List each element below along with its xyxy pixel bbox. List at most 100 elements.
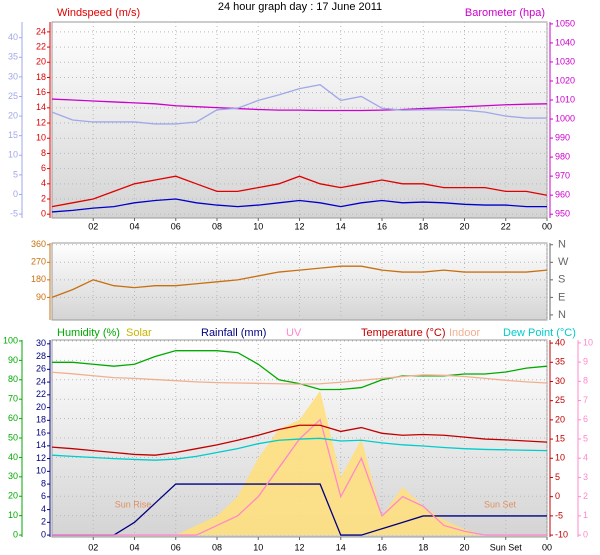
y-tick-label: 80 <box>8 374 18 384</box>
y-tick-label: 20 <box>555 414 565 424</box>
y-tick-label: 1040 <box>555 37 575 47</box>
x-tick-label: 02 <box>88 221 98 231</box>
y-tick-label: 2 <box>41 193 46 203</box>
y-tick-label: 1020 <box>555 75 575 85</box>
y-tick-label: 10 <box>555 453 565 463</box>
y-tick-label: 10 <box>36 133 46 143</box>
y-tick-label: 970 <box>555 171 570 181</box>
annotation: Sun Rise <box>115 499 152 509</box>
legend-label: Windspeed (m/s) <box>57 7 140 19</box>
y-tick-label: 0 <box>41 529 46 539</box>
y-tick-label: 12 <box>36 117 46 127</box>
y-tick-label: 0 <box>13 189 18 199</box>
x-tick-label: 06 <box>171 221 181 231</box>
y-tick-label: 5 <box>13 169 18 179</box>
y-tick-label: 30 <box>36 338 46 348</box>
y-tick-label: 0 <box>41 209 46 219</box>
y-tick-label: 10 <box>8 510 18 520</box>
y-tick-label: 990 <box>555 132 570 142</box>
y-tick-label: 4 <box>583 453 588 463</box>
x-tick-label: 16 <box>377 542 387 552</box>
y-tick-label: -5 <box>555 510 563 520</box>
line <box>51 198 547 213</box>
y-tick-label: -10 <box>555 529 568 539</box>
line <box>51 175 548 208</box>
y-tick-label: 14 <box>36 440 46 450</box>
y-tick-label: 14 <box>36 102 46 112</box>
y-tick-label: 6 <box>583 414 588 424</box>
y-tick-label: 0 <box>13 529 18 539</box>
legend-label: Barometer (hpa) <box>465 7 545 19</box>
y-tick-label: 0 <box>555 491 560 501</box>
y-tick-label: 35 <box>8 52 18 62</box>
y-tick-label: 70 <box>8 394 18 404</box>
line <box>51 84 547 125</box>
y-tick-label: 8 <box>41 148 46 158</box>
x-tick-label: 06 <box>171 542 181 552</box>
y-tick-label: 24 <box>36 376 46 386</box>
annotation: Sun Set <box>484 499 517 509</box>
y-tick-label: 6 <box>41 163 46 173</box>
x-tick-label: 14 <box>336 221 346 231</box>
x-tick-label: 00 <box>542 542 552 552</box>
x-tick-label: 18 <box>418 221 428 231</box>
y-tick-label: -5 <box>10 208 18 218</box>
x-tick-label: 16 <box>377 221 387 231</box>
y-tick-label: 4 <box>41 504 46 514</box>
y-tick-label: N <box>558 239 566 251</box>
y-tick-label: 8 <box>41 478 46 488</box>
y-tick-label: 100 <box>3 335 18 345</box>
plot-area <box>51 242 548 321</box>
x-tick-label: Sun Set <box>490 542 523 552</box>
y-tick-label: 28 <box>36 351 46 361</box>
y-tick-label: 25 <box>555 395 565 405</box>
y-tick-label: 270 <box>31 257 46 267</box>
line <box>51 424 548 456</box>
line <box>52 483 547 536</box>
y-tick-label: 50 <box>8 432 18 442</box>
x-tick-label: 20 <box>459 542 469 552</box>
y-tick-label: 3 <box>583 472 588 482</box>
line <box>51 371 548 385</box>
y-tick-label: 5 <box>555 472 560 482</box>
y-tick-label: 5 <box>583 433 588 443</box>
y-tick-label: 10 <box>36 466 46 476</box>
y-tick-label: 2 <box>583 491 588 501</box>
y-tick-label: 9 <box>583 356 588 366</box>
y-tick-label: 980 <box>555 151 570 161</box>
x-tick-label: 08 <box>212 542 222 552</box>
y-tick-label: 24 <box>36 26 46 36</box>
y-tick-label: 12 <box>36 453 46 463</box>
plot-area <box>51 21 548 219</box>
y-tick-label: 22 <box>36 41 46 51</box>
y-tick-label: 18 <box>36 415 46 425</box>
y-tick-label: 40 <box>8 32 18 42</box>
y-tick-label: 40 <box>555 337 565 347</box>
legend-label: Solar <box>126 327 152 339</box>
y-tick-label: 1 <box>583 510 588 520</box>
y-tick-label: 90 <box>36 292 46 302</box>
y-tick-label: 1050 <box>555 18 575 28</box>
legend-label: Temperature (°C) <box>361 327 445 339</box>
y-tick-label: 20 <box>36 402 46 412</box>
x-tick-label: 14 <box>336 542 346 552</box>
x-tick-label: 20 <box>459 221 469 231</box>
y-tick-label: 18 <box>36 72 46 82</box>
y-tick-label: S <box>558 274 565 286</box>
y-tick-label: 30 <box>8 471 18 481</box>
x-tick-label: 02 <box>88 542 98 552</box>
y-tick-label: 26 <box>36 364 46 374</box>
y-tick-label: 22 <box>36 389 46 399</box>
y-tick-label: 16 <box>36 87 46 97</box>
y-tick-label: 360 <box>31 239 46 249</box>
x-tick-label: 12 <box>294 542 304 552</box>
y-tick-label: 20 <box>36 57 46 67</box>
legend-label: UV <box>286 327 302 339</box>
area <box>52 390 547 536</box>
y-tick-label: 4 <box>41 178 46 188</box>
y-tick-label: 7 <box>583 395 588 405</box>
y-tick-label: 1030 <box>555 56 575 66</box>
line <box>51 437 548 461</box>
x-tick-label: 18 <box>418 542 428 552</box>
y-tick-label: 90 <box>8 355 18 365</box>
